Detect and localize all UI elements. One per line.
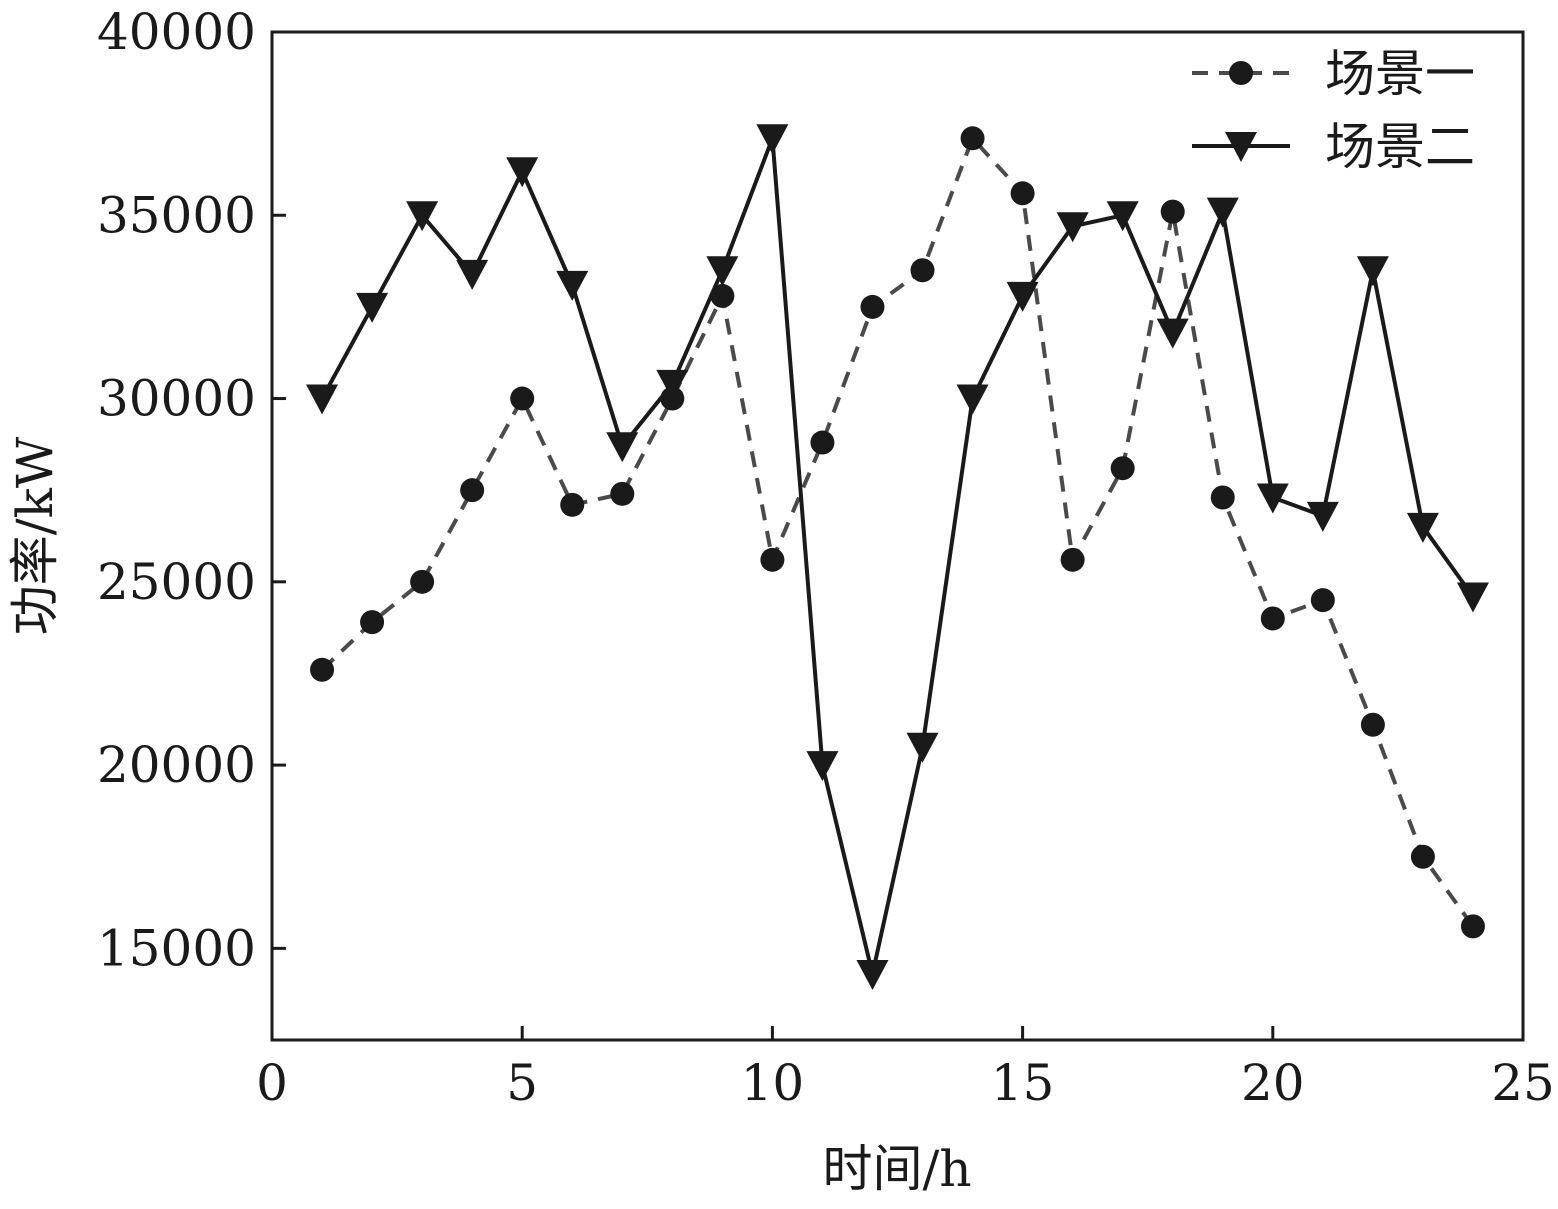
data-point-scenario-1 xyxy=(610,481,635,506)
data-point-scenario-2 xyxy=(1356,256,1389,287)
x-tick-label: 10 xyxy=(741,1054,805,1112)
data-point-scenario-1 xyxy=(1110,456,1135,481)
data-point-scenario-2 xyxy=(1456,582,1489,613)
data-point-scenario-2 xyxy=(756,124,789,155)
data-point-scenario-2 xyxy=(606,432,639,463)
data-point-scenario-2 xyxy=(1056,212,1089,243)
data-point-scenario-1 xyxy=(410,569,435,594)
legend-label-scenario-2: 场景二 xyxy=(1325,118,1475,176)
data-point-scenario-1 xyxy=(1410,844,1435,869)
y-tick-label: 40000 xyxy=(97,3,256,61)
x-tick-label: 20 xyxy=(1241,1054,1305,1112)
legend: 场景一 场景二 xyxy=(1192,45,1475,176)
data-point-scenario-1 xyxy=(760,547,785,572)
series-layer xyxy=(306,124,1489,991)
data-point-scenario-1 xyxy=(910,258,935,283)
y-axis-ticks: 15000 20000 25000 30000 35000 40000 xyxy=(97,3,286,977)
legend-marker-shape xyxy=(1229,61,1253,85)
data-point-scenario-1 xyxy=(310,657,335,682)
data-point-scenario-2 xyxy=(706,256,739,287)
data-point-scenario-2 xyxy=(356,292,389,323)
data-point-scenario-1 xyxy=(510,386,535,411)
series-line-scenario-1 xyxy=(320,136,1475,928)
data-point-scenario-1 xyxy=(1310,588,1335,613)
data-point-scenario-1 xyxy=(360,610,385,635)
data-point-scenario-1 xyxy=(960,126,985,151)
data-point-scenario-2 xyxy=(1156,318,1189,349)
data-point-scenario-2 xyxy=(1256,483,1289,514)
data-point-scenario-2 xyxy=(556,270,589,301)
x-tick-label: 25 xyxy=(1491,1054,1555,1112)
data-point-scenario-1 xyxy=(1060,547,1085,572)
data-point-scenario-2 xyxy=(1206,197,1239,228)
data-point-scenario-1 xyxy=(1210,485,1235,510)
data-point-scenario-2 xyxy=(306,384,339,415)
data-point-scenario-2 xyxy=(656,369,689,400)
data-point-scenario-2 xyxy=(806,751,839,782)
data-point-scenario-1 xyxy=(810,430,835,455)
data-point-scenario-1 xyxy=(460,478,485,503)
legend-label-scenario-1: 场景一 xyxy=(1325,45,1475,103)
data-point-scenario-2 xyxy=(906,732,939,763)
legend-marker-scenario-1 xyxy=(1229,61,1253,85)
data-point-scenario-2 xyxy=(456,259,489,290)
data-point-scenario-2 xyxy=(1406,512,1439,543)
data-point-scenario-2 xyxy=(856,960,889,991)
data-point-scenario-1 xyxy=(860,294,885,319)
data-point-scenario-2 xyxy=(956,384,989,415)
x-tick-label: 0 xyxy=(256,1054,288,1112)
legend-marker-shape xyxy=(1225,132,1257,162)
data-point-scenario-1 xyxy=(1260,606,1285,631)
data-point-scenario-1 xyxy=(1160,199,1185,224)
data-point-scenario-2 xyxy=(406,201,439,232)
series-line-scenario-2 xyxy=(320,136,1475,977)
y-tick-label: 25000 xyxy=(97,553,256,611)
x-tick-label: 5 xyxy=(506,1054,538,1112)
data-point-scenario-2 xyxy=(1306,501,1339,532)
y-tick-label: 20000 xyxy=(97,736,256,794)
x-axis-ticks: 0 5 10 15 20 25 xyxy=(256,1026,1555,1112)
legend-marker-scenario-2 xyxy=(1225,132,1257,162)
data-point-scenario-2 xyxy=(1106,201,1139,232)
data-point-scenario-1 xyxy=(710,283,735,308)
data-point-scenario-2 xyxy=(506,157,539,188)
data-point-scenario-1 xyxy=(560,492,585,517)
data-point-scenario-1 xyxy=(1460,914,1485,939)
data-point-scenario-2 xyxy=(1006,281,1039,312)
data-point-scenario-1 xyxy=(1010,181,1035,206)
plot-area xyxy=(270,30,1525,1042)
y-axis-title: 功率/kW xyxy=(6,436,64,635)
y-tick-label: 15000 xyxy=(97,919,256,977)
data-point-scenario-1 xyxy=(1360,712,1385,737)
y-tick-label: 30000 xyxy=(97,370,256,428)
y-tick-label: 35000 xyxy=(97,186,256,244)
x-axis-title: 时间/h xyxy=(822,1140,971,1198)
x-tick-label: 15 xyxy=(991,1054,1055,1112)
